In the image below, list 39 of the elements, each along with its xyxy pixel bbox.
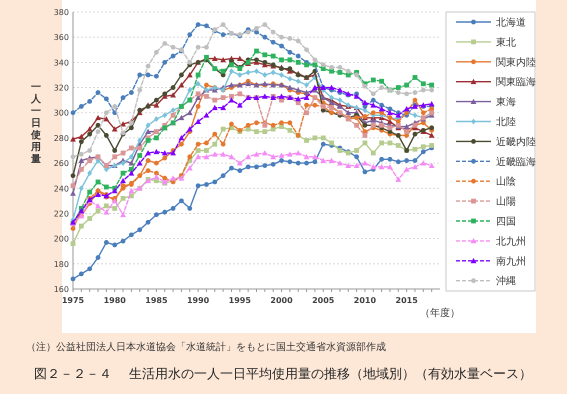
y-tick-label: 280 bbox=[54, 134, 69, 143]
y-tick-label: 320 bbox=[54, 84, 69, 93]
legend-label: 近畿臨海 bbox=[496, 156, 536, 168]
x-tick-label: 2005 bbox=[312, 296, 335, 305]
legend-label: 北陸 bbox=[496, 116, 516, 128]
y-tick-label: 300 bbox=[54, 108, 69, 118]
text: （注）公益社団法人日本水道協会「水道統計」をもとに国土交通省水資源部作成 bbox=[26, 341, 386, 353]
x-tick-label: 2010 bbox=[354, 296, 376, 305]
legend-label: 関東内陸 bbox=[496, 56, 536, 68]
x-tick-label: 2015 bbox=[396, 296, 418, 305]
x-tick-label: 1980 bbox=[104, 296, 126, 305]
x-tick-label: 1990 bbox=[186, 296, 210, 305]
legend-label: 北海道 bbox=[496, 16, 526, 28]
legend-label: 東海 bbox=[496, 96, 516, 108]
y-tick-label: 260 bbox=[54, 159, 69, 168]
legend-label: 沖縄 bbox=[496, 275, 516, 288]
x-tick-label: 2000 bbox=[270, 296, 294, 305]
x-tick-label: 1985 bbox=[145, 296, 168, 305]
x-tick-label: 1975 bbox=[62, 296, 85, 305]
legend-label: 南九州 bbox=[496, 255, 526, 268]
y-tick-label: 380 bbox=[54, 8, 69, 17]
x-axis-title: （年度） bbox=[420, 307, 460, 319]
y-tick-label: 200 bbox=[54, 234, 69, 244]
y-tick-label: 340 bbox=[54, 58, 69, 68]
y-tick-label: 180 bbox=[54, 260, 69, 269]
y-axis-title: 一人一日使用量 bbox=[30, 82, 42, 165]
legend-label: 山陽 bbox=[496, 196, 516, 208]
x-tick-label: 1995 bbox=[228, 296, 252, 305]
text: 図２－２－４ 生活用水の一人一日平均使用量の推移（地域別）（有効水量ベース） bbox=[34, 367, 532, 382]
legend-label: 北九州 bbox=[496, 235, 526, 248]
legend-label: 近畿内陸 bbox=[496, 136, 536, 148]
legend-label: 四国 bbox=[496, 216, 516, 228]
y-tick-label: 160 bbox=[54, 285, 69, 294]
legend-label: 山陰 bbox=[496, 176, 516, 188]
y-tick-label: 240 bbox=[54, 184, 69, 194]
legend-label: 関東臨海 bbox=[496, 76, 536, 88]
y-tick-label: 360 bbox=[54, 33, 69, 42]
legend-label: 東北 bbox=[496, 36, 516, 48]
y-tick-label: 220 bbox=[54, 209, 69, 218]
